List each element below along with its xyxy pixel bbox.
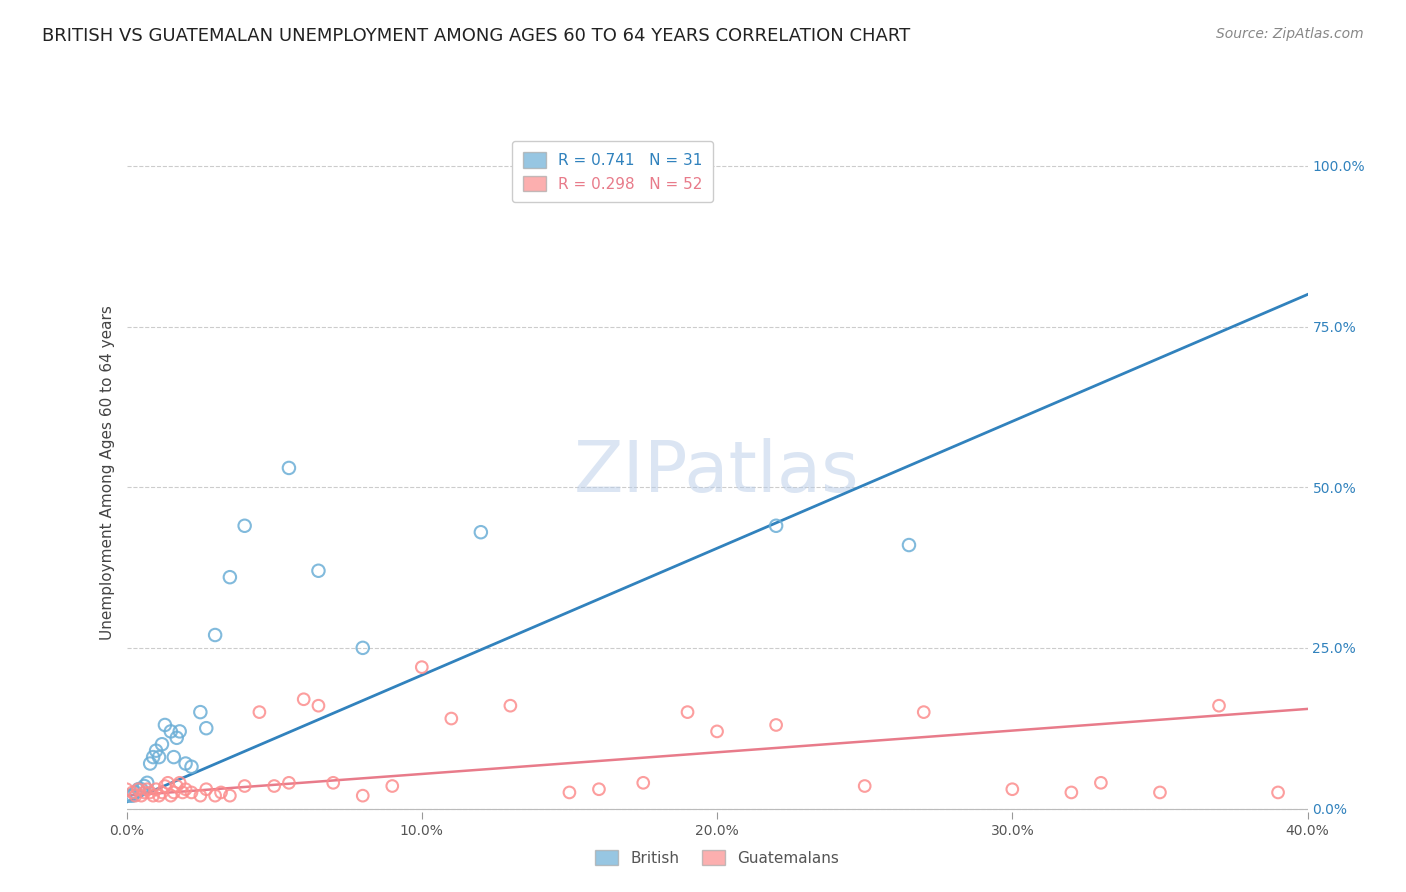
Point: [150, 737, 173, 751]
Point: [150, 785, 173, 799]
Point: [219, 570, 242, 584]
Point: [180, 760, 202, 774]
Point: [159, 789, 183, 803]
Point: [558, 785, 581, 799]
Point: [233, 518, 256, 533]
Point: [1208, 698, 1230, 713]
Point: [129, 789, 153, 803]
Point: [322, 776, 344, 790]
Point: [188, 789, 211, 803]
Point: [470, 525, 492, 540]
Point: [1267, 785, 1289, 799]
Point: [121, 785, 143, 799]
Point: [195, 721, 218, 735]
Point: [124, 785, 146, 799]
Point: [163, 785, 186, 799]
Point: [174, 756, 197, 771]
Point: [765, 718, 787, 732]
Point: [153, 718, 176, 732]
Point: [156, 776, 179, 790]
Point: [352, 640, 374, 655]
Point: [204, 789, 226, 803]
Point: [148, 789, 170, 803]
Point: [352, 789, 374, 803]
Point: [142, 789, 165, 803]
Point: [145, 744, 167, 758]
Point: [765, 518, 787, 533]
Point: [153, 779, 176, 793]
Point: [172, 785, 194, 799]
Point: [912, 705, 935, 719]
Point: [307, 698, 329, 713]
Point: [142, 750, 165, 764]
Point: [499, 698, 522, 713]
Point: [134, 785, 156, 799]
Point: [115, 782, 138, 797]
Point: [853, 779, 876, 793]
Point: [381, 779, 404, 793]
Point: [631, 776, 654, 790]
Point: [263, 779, 285, 793]
Text: ZIPatlas: ZIPatlas: [574, 438, 860, 508]
Point: [134, 779, 156, 793]
Point: [307, 564, 329, 578]
Point: [139, 785, 162, 799]
Point: [1090, 776, 1112, 790]
Point: [588, 782, 610, 797]
Point: [169, 724, 191, 739]
Point: [121, 789, 143, 803]
Point: [1001, 782, 1024, 797]
Point: [204, 628, 226, 642]
Point: [195, 782, 218, 797]
Point: [278, 776, 301, 790]
Point: [136, 776, 159, 790]
Point: [159, 724, 183, 739]
Point: [180, 785, 202, 799]
Point: [706, 724, 728, 739]
Point: [169, 776, 191, 790]
Point: [247, 705, 270, 719]
Point: [166, 731, 188, 745]
Point: [233, 779, 256, 793]
Point: [278, 461, 301, 475]
Point: [676, 705, 699, 719]
Point: [1149, 785, 1171, 799]
Point: [118, 789, 141, 803]
Legend: British, Guatemalans: British, Guatemalans: [589, 844, 845, 871]
Point: [188, 705, 211, 719]
Y-axis label: Unemployment Among Ages 60 to 64 years: Unemployment Among Ages 60 to 64 years: [100, 305, 115, 640]
Point: [148, 750, 170, 764]
Point: [209, 785, 232, 799]
Point: [174, 782, 197, 797]
Point: [897, 538, 920, 552]
Point: [129, 782, 153, 797]
Point: [1060, 785, 1083, 799]
Point: [136, 782, 159, 797]
Point: [166, 779, 188, 793]
Point: [127, 782, 149, 797]
Point: [411, 660, 433, 674]
Point: [440, 712, 463, 726]
Text: Source: ZipAtlas.com: Source: ZipAtlas.com: [1216, 27, 1364, 41]
Point: [124, 789, 146, 803]
Point: [292, 692, 315, 706]
Text: BRITISH VS GUATEMALAN UNEMPLOYMENT AMONG AGES 60 TO 64 YEARS CORRELATION CHART: BRITISH VS GUATEMALAN UNEMPLOYMENT AMONG…: [42, 27, 911, 45]
Point: [145, 782, 167, 797]
Point: [219, 789, 242, 803]
Point: [163, 750, 186, 764]
Point: [139, 756, 162, 771]
Point: [127, 782, 149, 797]
